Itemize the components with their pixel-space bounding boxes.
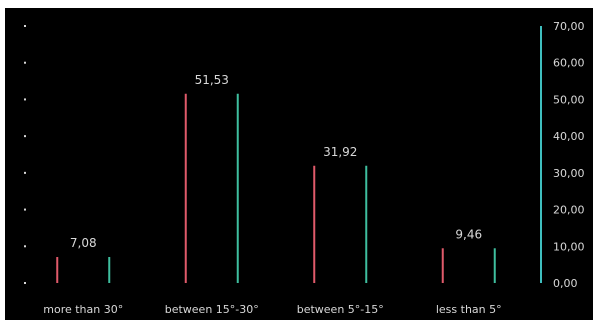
y-tick-label: 70,00 [553, 20, 585, 33]
x-tick-label: between 5°-15° [297, 303, 384, 316]
bars-group [56, 93, 496, 283]
left-axis-markers [24, 25, 26, 284]
left-axis-marker [24, 98, 26, 101]
left-axis-marker [24, 282, 26, 284]
left-axis-marker [24, 25, 26, 27]
left-axis-marker [24, 245, 26, 248]
y-tick-label: 60,00 [553, 57, 585, 70]
x-tick-label: between 15°-30° [165, 303, 259, 316]
bar [56, 257, 111, 283]
left-axis-marker [24, 208, 26, 211]
bar-chart: 7,08 51,53 31,92 9,46 more than 30° between … [24, 20, 585, 316]
data-label: 9,46 [455, 227, 482, 241]
bar [313, 165, 368, 283]
left-axis-marker [24, 61, 26, 64]
y-tick-label: 20,00 [553, 204, 585, 217]
left-axis-marker [24, 135, 26, 138]
left-axis-marker [24, 171, 26, 174]
y-tick-label: 50,00 [553, 93, 585, 106]
y-tick-label: 30,00 [553, 167, 585, 180]
y-axis-ticks-group: 0,00 10,00 20,00 30,00 40,00 50,00 60,00 70,00 [553, 20, 585, 290]
bar [184, 93, 239, 283]
value-labels-group: 7,08 51,53 31,92 9,46 [70, 73, 482, 250]
x-tick-label: less than 5° [436, 303, 502, 316]
data-label: 7,08 [70, 236, 97, 250]
data-label: 31,92 [323, 145, 357, 159]
chart-area: 7,08 51,53 31,92 9,46 more than 30° between … [5, 8, 593, 320]
data-label: 51,53 [195, 73, 229, 87]
category-labels-group: more than 30° between 15°-30° between 5°-1… [43, 303, 501, 316]
x-tick-label: more than 30° [43, 303, 123, 316]
bar [441, 248, 496, 283]
y-tick-label: 10,00 [553, 240, 585, 253]
y-tick-label: 0,00 [553, 277, 578, 290]
y-tick-label: 40,00 [553, 130, 585, 143]
